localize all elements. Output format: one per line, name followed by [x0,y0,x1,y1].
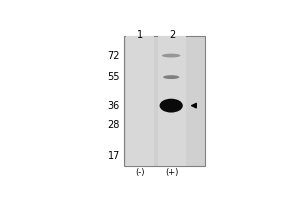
Text: 1: 1 [137,30,143,40]
Ellipse shape [163,75,179,79]
Ellipse shape [162,54,181,57]
Text: 36: 36 [108,101,120,111]
Text: 28: 28 [108,120,120,130]
Text: 2: 2 [169,30,176,40]
Text: 72: 72 [107,51,120,61]
Text: 17: 17 [108,151,120,161]
Text: (+): (+) [166,168,179,177]
Text: 55: 55 [107,72,120,82]
Bar [124,36,205,166]
Ellipse shape [160,99,183,113]
Bar [126,36,154,166]
Text: (-): (-) [135,168,145,177]
Bar [158,36,186,166]
